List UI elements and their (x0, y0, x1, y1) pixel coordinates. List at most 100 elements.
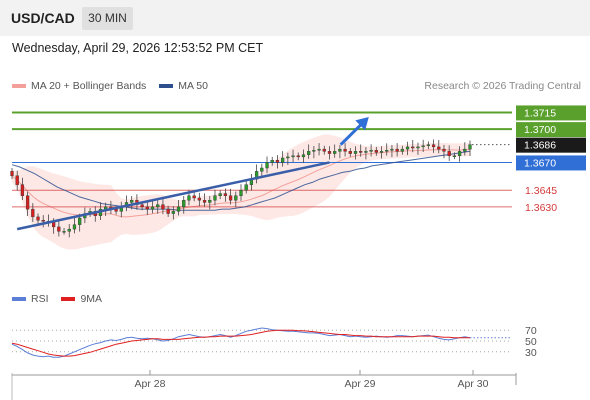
candle-body (416, 146, 420, 149)
candle (348, 148, 352, 157)
candle-body (379, 151, 384, 153)
candle-body (182, 200, 186, 208)
candle (130, 196, 134, 210)
candle-body (327, 151, 332, 154)
timeframe-badge[interactable]: 30 MIN (82, 7, 133, 30)
candle (312, 146, 316, 159)
candle-body (15, 175, 19, 185)
candle (176, 200, 181, 216)
candle (281, 151, 285, 167)
candle (166, 205, 170, 217)
candle-body (265, 162, 269, 169)
candle (405, 141, 410, 156)
candle-body (369, 150, 373, 152)
candle (197, 192, 201, 207)
candle-body (234, 195, 238, 201)
candle-body (442, 148, 446, 152)
candle (265, 156, 269, 174)
candle (317, 143, 321, 156)
candle-body (67, 228, 71, 232)
candle-body (405, 146, 410, 150)
candle (369, 144, 373, 157)
candle (431, 139, 436, 153)
time-tick-label-0: Apr 28 (135, 378, 166, 390)
rsi-tick-50: 50 (525, 336, 537, 348)
candle (15, 170, 19, 191)
candle-body (312, 150, 316, 152)
candle (457, 146, 462, 162)
candle-body (176, 206, 181, 212)
rsi-9ma-line (11, 329, 470, 357)
candle-body (218, 193, 222, 196)
candle (390, 144, 394, 158)
candle-body (447, 151, 451, 156)
candle-body (78, 217, 82, 225)
legend-label-9ma: 9MA (80, 293, 103, 305)
candle-body (281, 157, 285, 163)
candle-body (307, 151, 311, 155)
rsi-tick-30: 30 (525, 347, 537, 359)
candle (338, 144, 342, 159)
level-label-bg-1 (516, 122, 586, 138)
candle (57, 220, 61, 237)
candle-body (239, 190, 243, 196)
candle-body (223, 193, 228, 196)
price-legend: MA 20 + Bollinger Bands MA 50 (12, 80, 218, 92)
level-label-1: 1.3700 (524, 124, 556, 136)
candle (327, 146, 332, 160)
target-arrow-head (355, 117, 369, 131)
legend-swatch-9ma (61, 297, 76, 302)
candle-body (228, 195, 233, 201)
candle-body (36, 216, 40, 221)
rsi-line (11, 327, 471, 358)
candle-body (343, 148, 347, 152)
legend-item-9ma: 9MA (61, 293, 102, 305)
level-label-bg-3 (516, 155, 586, 171)
candle (156, 200, 160, 214)
candle-body (333, 151, 337, 154)
candle-body (426, 144, 430, 146)
candle (353, 146, 358, 160)
candle-body (197, 197, 201, 201)
candle-body (348, 151, 352, 154)
legend-label-ma20: MA 20 + Bollinger Bands (31, 80, 147, 92)
candle (239, 184, 243, 201)
candle-body (286, 156, 290, 159)
level-label-bg-0 (516, 105, 586, 121)
candle-body (421, 145, 425, 148)
level-label-4: 1.3645 (525, 185, 557, 197)
candle (20, 177, 25, 200)
candle-body (322, 148, 326, 152)
level-label-0: 1.3715 (524, 107, 556, 119)
candle (385, 143, 389, 156)
candle-body (192, 195, 196, 199)
candle-body (437, 146, 441, 150)
chart-header: USD/CAD 30 MIN (0, 0, 590, 36)
candle-body (20, 184, 25, 196)
candle (36, 213, 40, 224)
time-tick-label-1: Apr 29 (345, 378, 376, 390)
rsi-legend: RSI 9MA (12, 293, 112, 305)
candle (437, 140, 441, 154)
legend-item-ma20: MA 20 + Bollinger Bands (12, 80, 146, 92)
candle-body (213, 195, 217, 201)
candle-body (385, 150, 389, 152)
candle-body (275, 160, 280, 163)
candle (62, 228, 66, 235)
candle-body (291, 155, 295, 158)
candle (463, 142, 467, 156)
candle (301, 149, 306, 163)
legend-item-ma50: MA 50 (159, 80, 208, 92)
legend-item-rsi: RSI (12, 293, 49, 305)
candle (171, 206, 175, 220)
candle (364, 147, 368, 160)
time-axis: Apr 28 Apr 29 Apr 30 (11, 370, 517, 400)
candle (31, 203, 35, 222)
candle (145, 201, 149, 216)
candle (223, 188, 228, 202)
candle (379, 146, 384, 159)
datetime-label: Wednesday, April 29, 2026 12:53:52 PM CE… (12, 41, 264, 55)
candle (322, 145, 326, 155)
candle (442, 144, 446, 159)
